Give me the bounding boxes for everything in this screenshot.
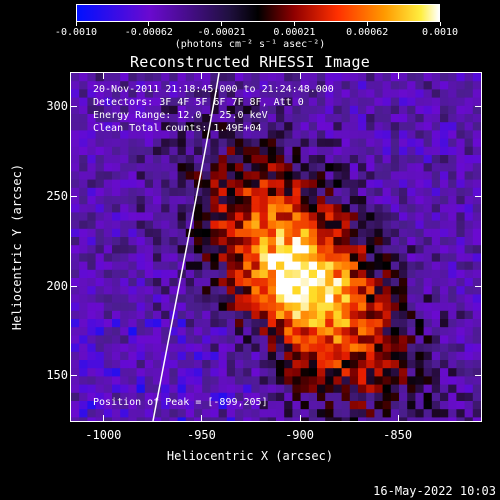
colorbar-tick-label: 0.00021 [273, 27, 316, 38]
y-axis-tick [475, 285, 482, 287]
colorbar-tick [293, 22, 295, 26]
colorbar-units: (photons cm⁻² s⁻¹ asec⁻²) [174, 39, 326, 50]
colorbar-tick [366, 22, 368, 26]
y-axis-tick-label: 150 [46, 368, 68, 383]
colorbar-tick-label: -0.00021 [197, 27, 246, 38]
info-detectors: Detectors: 3F 4F 5F 6F 7F 8F, Att 0 [93, 97, 304, 108]
y-axis-title: Heliocentric Y (arcsec) [10, 163, 24, 331]
colorbar-tick [75, 22, 77, 26]
info-peak-position: Position of Peak = [-899,205] [93, 397, 268, 408]
colorbar-tick [221, 22, 223, 26]
y-axis-tick-label: 300 [46, 99, 68, 114]
colorbar-tick [439, 22, 441, 26]
plot-title: Reconstructed RHESSI Image [130, 53, 370, 71]
x-axis-tick [103, 72, 105, 79]
info-method: Clean Total counts: 1.49E+04 [93, 123, 262, 134]
y-axis-tick [475, 375, 482, 377]
x-axis-tick [103, 415, 105, 422]
y-axis-tick-label: 250 [46, 188, 68, 203]
y-axis-tick [70, 285, 77, 287]
solar-limb-curve [152, 73, 220, 421]
colorbar-tick-label: 0.00062 [346, 27, 389, 38]
x-axis-tick-label: -1000 [85, 428, 122, 442]
footer-date: 16-May-2022 10:03 [373, 484, 496, 498]
x-axis-title: Heliocentric X (arcsec) [166, 449, 334, 463]
x-axis-tick [397, 72, 399, 79]
colorbar [76, 4, 440, 22]
y-axis-tick [70, 375, 77, 377]
y-axis-tick [70, 106, 77, 108]
y-axis-tick [70, 195, 77, 197]
x-axis-tick-label: -900 [285, 428, 314, 442]
colorbar-tick [148, 22, 150, 26]
y-axis-tick-label: 200 [46, 278, 68, 293]
x-axis-tick [201, 72, 203, 79]
x-axis-tick-label: -850 [383, 428, 413, 442]
info-energy-range: Energy Range: 12.0 - 25.0 keV [93, 110, 268, 121]
colorbar-tick-label: 0.0010 [421, 27, 459, 38]
x-axis-tick [201, 415, 203, 422]
image-plot [70, 72, 482, 422]
y-axis-tick [475, 195, 482, 197]
colorbar-tick-label: -0.00062 [124, 27, 173, 38]
y-axis-tick [475, 106, 482, 108]
info-time-range: 20-Nov-2011 21:18:45.000 to 21:24:48.000 [93, 84, 334, 95]
colorbar-gradient [77, 5, 439, 21]
flux-heatmap [71, 73, 481, 421]
x-axis-tick-label: -950 [186, 428, 216, 442]
x-axis-tick [397, 415, 399, 422]
x-axis-tick [299, 72, 301, 79]
colorbar-tick-label: -0.0010 [54, 27, 98, 38]
x-axis-tick [299, 415, 301, 422]
